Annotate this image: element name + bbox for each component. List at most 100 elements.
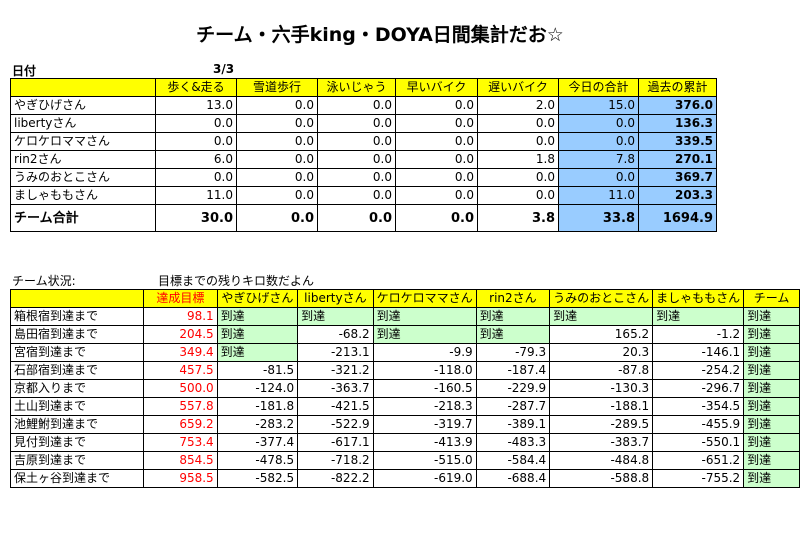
daily-value: 11.0 [155,186,237,205]
remaining-value: -213.1 [297,343,374,362]
daily-value: 203.3 [638,186,717,205]
remaining-value: -354.5 [652,397,745,416]
remaining-row: 京都入りまで 500.0 -124.0 -363.7 -160.5 -229.9 -130.… [9,379,800,398]
daily-header-cell: 雪道歩行 [236,78,318,97]
milestone-name: 島田宿到達まで [9,325,145,344]
milestone-goal: 659.2 [143,415,218,434]
milestone-name: 池鯉鮒到達まで [9,415,145,434]
milestone-goal: 204.5 [143,325,218,344]
daily-value: 0.0 [558,114,639,133]
remaining-header-cell: ケロケロママさん [372,289,477,308]
remaining-value: -287.7 [475,397,551,416]
daily-header-row: 歩く&走る 雪道歩行 泳いじゃう 早いバイク 遅いバイク 今日の合計 過去の累計 [10,78,717,97]
remaining-value: -181.8 [216,397,299,416]
remaining-header-cell: やぎひげさん [216,289,299,308]
daily-value: 0.0 [317,132,396,151]
remaining-value: -421.5 [297,397,374,416]
remaining-value: -389.1 [475,415,551,434]
daily-value: 11.0 [558,186,639,205]
daily-value: 0.0 [395,132,478,151]
milestone-name: 保土ヶ谷到達まで [9,469,145,488]
remaining-value: 到達 [372,307,477,326]
remaining-header-cell: ましゃももさん [652,289,745,308]
remaining-value: -296.7 [652,379,745,398]
daily-header-cell: 今日の合計 [558,78,639,97]
remaining-value: -1.2 [652,325,745,344]
milestone-goal: 500.0 [143,379,218,398]
daily-header-empty [10,78,156,97]
remaining-value: -146.1 [652,343,745,362]
member-name: やぎひげさん [10,96,156,115]
remaining-value: -87.8 [549,361,654,380]
remaining-value: 到達 [549,307,654,326]
team-total-value: 30.0 [155,204,237,232]
team-total-value: 0.0 [395,204,478,232]
remaining-header-cell: 達成目標 [143,289,218,308]
remaining-row: 宮宿到達まで 349.4 到達 -213.1 -9.9 -79.3 20.3 -146.1 到達 [9,343,800,362]
remaining-value: -619.0 [372,469,477,488]
milestone-name: 箱根宿到達まで [9,307,145,326]
remaining-header-cell: libertyさん [297,289,374,308]
daily-value: 369.7 [638,168,717,187]
page-title: チーム・六手king・DOYA日間集計だお☆ [196,24,564,46]
daily-value: 376.0 [638,96,717,115]
remaining-value: -377.4 [216,433,299,452]
daily-value: 0.0 [236,96,318,115]
remaining-value: 到達 [743,469,800,488]
remaining-value: 到達 [743,343,800,362]
remaining-value: 20.3 [549,343,654,362]
daily-value: 0.0 [395,96,478,115]
daily-value: 1.8 [477,150,559,169]
remaining-value: -229.9 [475,379,551,398]
remaining-header-cell: チーム [743,289,800,308]
remaining-value: -484.8 [549,451,654,470]
daily-value: 0.0 [155,132,237,151]
milestone-name: 京都入りまで [9,379,145,398]
remaining-value: 到達 [216,307,299,326]
remaining-row: 土山到達まで 557.8 -181.8 -421.5 -218.3 -287.7 -188.… [9,397,800,416]
remaining-value: -718.2 [297,451,374,470]
remaining-value: -413.9 [372,433,477,452]
remaining-value: 到達 [372,325,477,344]
daily-row: rin2さん 6.0 0.0 0.0 0.0 1.8 7.8 270.1 [10,150,717,169]
remaining-value: 到達 [216,325,299,344]
team-total-row: チーム合計 30.0 0.0 0.0 0.0 3.8 33.8 1694.9 [10,204,717,232]
member-name: rin2さん [10,150,156,169]
remaining-row: 保土ヶ谷到達まで 958.5 -582.5 -822.2 -619.0 -688.4 -58… [9,469,800,488]
remaining-row: 池鯉鮒到達まで 659.2 -283.2 -522.9 -319.7 -389.1 -289… [9,415,800,434]
remaining-value: -617.1 [297,433,374,452]
team-total-label: チーム合計 [10,204,156,232]
remaining-value: -822.2 [297,469,374,488]
daily-value: 0.0 [236,132,318,151]
remaining-table: 達成目標 やぎひげさん libertyさん ケロケロママさん rin2さん うみのおとこさ… [9,289,800,488]
daily-value: 0.0 [236,114,318,133]
team-total-value: 0.0 [317,204,396,232]
remaining-header-empty [9,289,145,308]
daily-header-cell: 遅いバイク [477,78,559,97]
daily-value: 0.0 [477,114,559,133]
remaining-value: -9.9 [372,343,477,362]
remaining-value: -68.2 [297,325,374,344]
remaining-value: 到達 [216,343,299,362]
remaining-value: -319.7 [372,415,477,434]
daily-value: 2.0 [477,96,559,115]
remaining-value: 到達 [297,307,374,326]
member-name: libertyさん [10,114,156,133]
remaining-value: 到達 [475,325,551,344]
remaining-value: 到達 [743,433,800,452]
remaining-value: -582.5 [216,469,299,488]
daily-value: 15.0 [558,96,639,115]
daily-value: 0.0 [395,186,478,205]
remaining-value: -321.2 [297,361,374,380]
milestone-goal: 958.5 [143,469,218,488]
daily-value: 339.5 [638,132,717,151]
daily-value: 0.0 [317,186,396,205]
remaining-value: -588.8 [549,469,654,488]
remaining-value: -187.4 [475,361,551,380]
daily-row: うみのおとこさん 0.0 0.0 0.0 0.0 0.0 0.0 369.7 [10,168,717,187]
remaining-value: -188.1 [549,397,654,416]
remaining-value: -522.9 [297,415,374,434]
team-total-value: 1694.9 [638,204,717,232]
daily-row: ましゃももさん 11.0 0.0 0.0 0.0 0.0 11.0 203.3 [10,186,717,205]
daily-header-cell: 歩く&走る [155,78,237,97]
